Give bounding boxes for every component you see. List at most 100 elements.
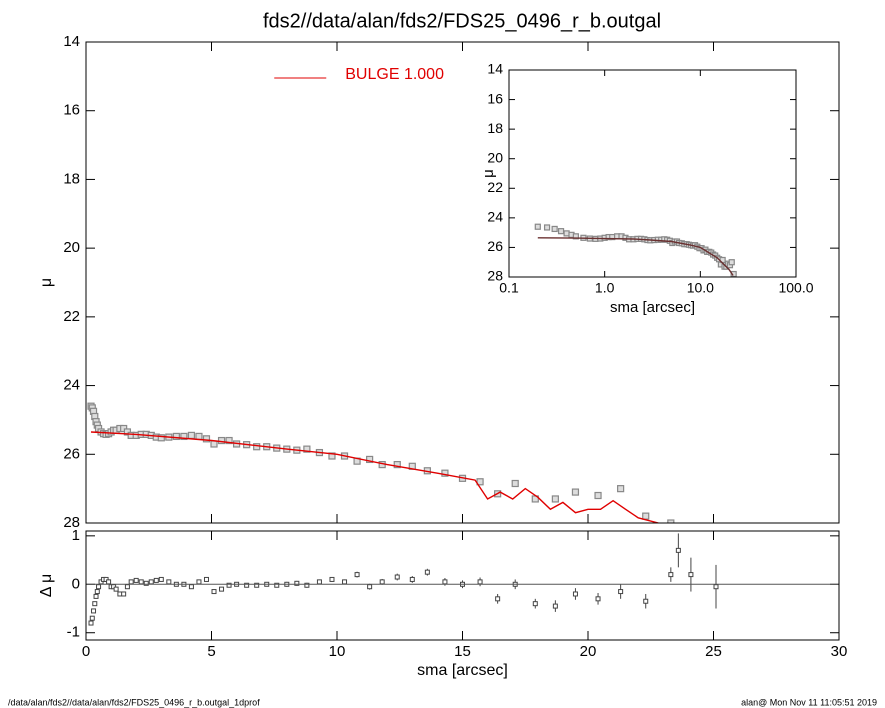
residual-point bbox=[477, 579, 483, 585]
residual-point bbox=[394, 574, 400, 580]
residual-point bbox=[158, 576, 164, 582]
plot-area bbox=[88, 533, 719, 626]
residual-point bbox=[121, 591, 127, 597]
residual-point bbox=[203, 576, 209, 582]
data-point bbox=[157, 434, 165, 442]
y-axis-label: μ bbox=[38, 278, 55, 287]
residual-point bbox=[618, 589, 624, 595]
footer-left: /data/alan/fds2//data/alan/fds2/FDS25_04… bbox=[8, 697, 260, 707]
residual-point bbox=[96, 584, 102, 590]
data-point bbox=[667, 519, 675, 523]
residual-point bbox=[409, 576, 415, 582]
residual-point bbox=[166, 579, 172, 585]
residual-point bbox=[643, 598, 649, 604]
data-point bbox=[217, 436, 226, 445]
model-line bbox=[537, 237, 734, 276]
residual-point bbox=[342, 579, 348, 585]
data-point bbox=[202, 435, 211, 443]
y-tick-label: 22 bbox=[487, 179, 503, 195]
residual-point bbox=[143, 580, 149, 586]
footer-right: alan@ Mon Nov 11 11:05:51 2019 bbox=[741, 697, 877, 707]
model-line bbox=[90, 431, 659, 523]
data-point bbox=[225, 436, 233, 445]
y-tick-label: 28 bbox=[63, 514, 80, 531]
x-tick-label: 0 bbox=[82, 643, 90, 660]
legend-label: BULGE 1.000 bbox=[345, 66, 444, 83]
residual-point bbox=[211, 589, 217, 595]
data-point bbox=[642, 512, 650, 520]
residual-point bbox=[188, 584, 194, 590]
residual-point bbox=[138, 579, 144, 585]
x-tick-label: 25 bbox=[705, 643, 722, 660]
residual-point bbox=[675, 547, 681, 553]
data-point bbox=[557, 228, 565, 235]
y-tick-label: 26 bbox=[63, 445, 80, 462]
residual-point bbox=[113, 586, 119, 592]
chart-title: fds2//data/alan/fds2/FDS25_0496_r_b.outg… bbox=[263, 10, 661, 32]
data-point bbox=[563, 230, 570, 237]
residual-point bbox=[133, 577, 139, 583]
residual-point bbox=[106, 579, 112, 585]
data-point bbox=[172, 432, 180, 441]
x-axis-label: sma [arcsec] bbox=[610, 299, 695, 316]
y-tick-label: -1 bbox=[67, 624, 80, 641]
data-point bbox=[393, 460, 401, 469]
data-point bbox=[303, 445, 311, 453]
y-tick-label: 20 bbox=[487, 149, 503, 165]
data-point bbox=[210, 440, 218, 448]
residual-point bbox=[226, 582, 232, 588]
residual-point bbox=[532, 601, 538, 607]
residual-point bbox=[92, 601, 98, 607]
residual-point bbox=[93, 593, 99, 599]
residual-point bbox=[316, 579, 322, 585]
residual-point bbox=[379, 579, 385, 585]
residual-point bbox=[354, 572, 360, 578]
y-tick-label: 22 bbox=[63, 308, 80, 325]
plot-area bbox=[87, 402, 675, 523]
y-tick-label: 18 bbox=[63, 170, 80, 187]
plot-area bbox=[534, 223, 737, 277]
residual-point bbox=[88, 620, 94, 626]
residual-point bbox=[442, 579, 448, 585]
residual-point bbox=[367, 584, 373, 590]
y-tick-label: 14 bbox=[487, 61, 503, 77]
residual-point bbox=[595, 596, 601, 602]
residual-point bbox=[274, 582, 280, 588]
x-axis-label: sma [arcsec] bbox=[417, 662, 508, 679]
plot-frame bbox=[85, 530, 840, 641]
y-tick-label: 14 bbox=[63, 33, 80, 50]
x-tick-label: 20 bbox=[580, 643, 597, 660]
inset-background bbox=[509, 70, 796, 277]
data-point bbox=[328, 452, 336, 460]
x-tick-label: 10 bbox=[329, 643, 346, 660]
residual-point bbox=[196, 579, 202, 585]
x-tick-label: 1.0 bbox=[595, 280, 615, 296]
residual-point bbox=[424, 569, 430, 575]
residual-point bbox=[688, 572, 694, 578]
y-tick-label: 0 bbox=[72, 575, 80, 592]
data-point bbox=[180, 432, 188, 441]
x-tick-label: 15 bbox=[454, 643, 471, 660]
x-tick-label: 10.0 bbox=[687, 280, 714, 296]
y-tick-label: 24 bbox=[487, 209, 503, 225]
residual-point bbox=[668, 572, 674, 578]
y-axis-label: μ bbox=[480, 169, 497, 178]
residual-point bbox=[94, 589, 100, 595]
y-tick-label: 16 bbox=[487, 90, 503, 106]
data-point bbox=[195, 432, 203, 441]
residual-point bbox=[552, 603, 558, 609]
residual-point bbox=[244, 582, 250, 588]
residual-point bbox=[495, 596, 501, 602]
residual-point bbox=[572, 591, 578, 597]
residual-point bbox=[128, 579, 134, 585]
residual-point bbox=[713, 584, 719, 590]
data-point bbox=[187, 431, 196, 439]
y-tick-label: 1 bbox=[72, 527, 80, 544]
y-tick-label: 24 bbox=[63, 377, 80, 394]
data-point bbox=[366, 455, 374, 464]
data-point bbox=[551, 495, 559, 503]
y-tick-label: 20 bbox=[63, 239, 80, 256]
residual-point bbox=[219, 586, 225, 592]
y-tick-label: 26 bbox=[487, 238, 503, 254]
